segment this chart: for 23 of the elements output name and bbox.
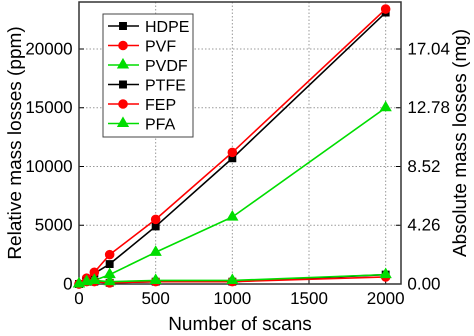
y2-tick-label: 0.00 [407,274,440,294]
x-tick-label: 1000 [213,289,252,308]
x-tick-label: 500 [141,289,170,308]
y-tick-label: 5000 [34,216,73,235]
legend-label: FEP [145,97,176,114]
y2-tick-label: 8.52 [407,156,440,176]
y-axis-title: Relative mass losses (ppm) [5,26,26,260]
y-tick-label: 15000 [25,98,73,118]
y2-tick-label: 4.26 [407,216,440,235]
legend-label: PVDF [145,58,188,75]
x-tick-label: 1500 [290,289,328,308]
y-tick-label: 20000 [25,39,73,58]
x-axis-title: Number of scans [168,314,312,335]
y2-tick-label: 12.78 [407,98,450,118]
legend-label: PVF [145,38,176,56]
legend-label: PTFE [145,78,186,94]
y2-axis-title: Absolute mass losses (mg) [450,28,471,258]
y2-tick-label: 17.04 [407,39,450,58]
y-tick-label: 0 [63,274,73,294]
x-tick-label: 2000 [366,289,405,308]
legend-label: HDPE [145,19,190,36]
legend-label: PFA [145,116,176,134]
y-tick-label: 10000 [25,156,73,176]
